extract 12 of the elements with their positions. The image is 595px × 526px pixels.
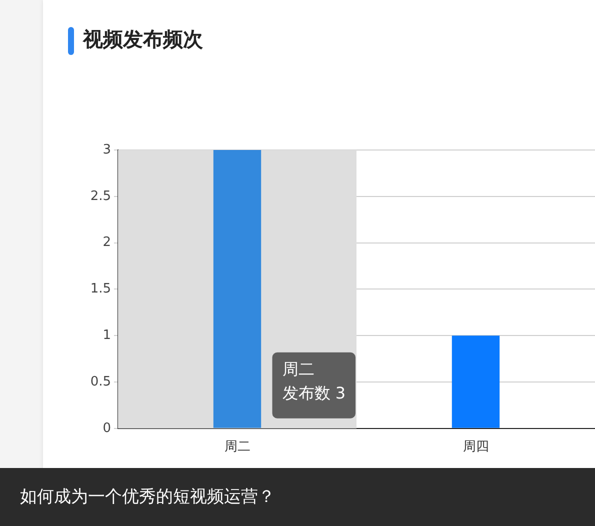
y-tick-label: 2.5 (90, 188, 111, 204)
chart-title: 视频发布频次 (83, 26, 203, 53)
annotation: 周二 (282, 360, 314, 379)
y-tick-label: 1.5 (90, 282, 111, 297)
y-tick-label: 0.5 (90, 374, 111, 390)
x-tick-label: 周四 (462, 440, 489, 455)
y-tick-label: 3 (102, 142, 111, 158)
y-tick-label: 1 (102, 328, 111, 343)
text: 如何成为一个优秀的短视频运营？ (0, 468, 595, 526)
y-tick-label: 2 (102, 235, 111, 250)
y-tick-label: 0 (102, 420, 111, 436)
annotation: 发布数 3 (282, 384, 346, 403)
